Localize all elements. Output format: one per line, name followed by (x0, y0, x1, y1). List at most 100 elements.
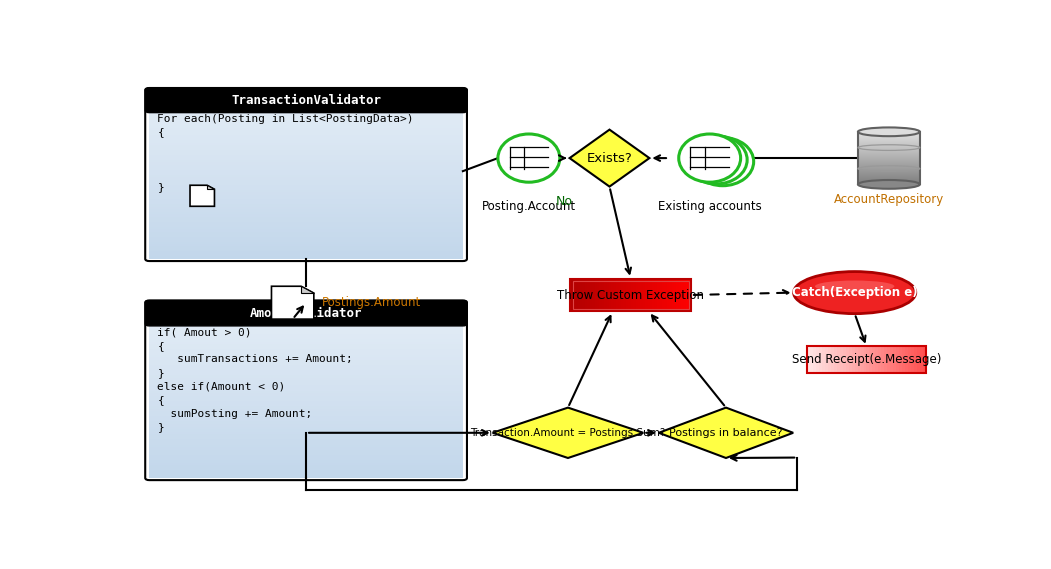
Bar (149, 437, 462, 439)
Bar (149, 147, 462, 150)
Bar (858, 183, 920, 184)
Bar (149, 468, 462, 470)
Bar (149, 403, 462, 406)
Bar (858, 163, 920, 164)
Bar (149, 177, 462, 180)
Bar (149, 150, 462, 152)
Bar (858, 177, 920, 178)
Bar (858, 152, 920, 153)
Ellipse shape (685, 136, 747, 184)
Bar (858, 132, 920, 133)
Bar (858, 135, 920, 136)
Bar (887, 347, 890, 373)
Bar (149, 187, 462, 189)
Bar (149, 224, 462, 226)
Bar (149, 447, 462, 450)
Bar (916, 347, 920, 373)
Bar (149, 368, 462, 370)
Bar (858, 178, 920, 179)
Bar (149, 427, 462, 429)
Bar (149, 125, 462, 128)
Bar (149, 182, 462, 185)
Bar (828, 347, 831, 373)
Bar (149, 110, 462, 113)
Bar (623, 279, 625, 311)
Bar (669, 279, 672, 311)
Bar (149, 172, 462, 175)
Bar (149, 219, 462, 222)
Bar (831, 347, 834, 373)
Bar (834, 347, 837, 373)
Bar (149, 140, 462, 143)
Bar (149, 232, 462, 234)
Bar (807, 347, 810, 373)
Bar (149, 242, 462, 244)
Bar (149, 349, 462, 352)
Text: Posting.Account: Posting.Account (481, 200, 576, 213)
Bar (858, 159, 920, 160)
Bar (149, 373, 462, 375)
Ellipse shape (858, 180, 920, 189)
Bar (899, 347, 902, 373)
Bar (908, 347, 911, 373)
Bar (869, 347, 872, 373)
Bar (858, 139, 920, 140)
Bar (149, 329, 462, 331)
Bar (149, 251, 462, 254)
Bar (911, 347, 913, 373)
Ellipse shape (858, 127, 920, 136)
Bar (650, 279, 653, 311)
Ellipse shape (498, 134, 560, 182)
Bar (149, 473, 462, 475)
Bar (149, 222, 462, 224)
Bar (149, 417, 462, 419)
Bar (619, 279, 621, 311)
Bar (149, 331, 462, 334)
Bar (149, 123, 462, 125)
Bar (149, 424, 462, 427)
Bar (149, 237, 462, 239)
Bar (858, 174, 920, 175)
Bar (149, 217, 462, 219)
Bar (858, 180, 920, 182)
Bar (149, 342, 462, 344)
Bar (861, 347, 864, 373)
Bar (858, 143, 920, 145)
Bar (858, 175, 920, 176)
Bar (817, 347, 819, 373)
Bar (858, 137, 920, 138)
Text: AccountRepository: AccountRepository (833, 193, 944, 206)
Bar (606, 279, 609, 311)
Bar (149, 450, 462, 452)
Bar (890, 347, 893, 373)
Bar (858, 166, 920, 167)
Bar (858, 161, 920, 162)
Bar (628, 279, 631, 311)
Bar (837, 347, 840, 373)
Bar (149, 470, 462, 473)
Bar (879, 347, 881, 373)
Polygon shape (190, 185, 214, 207)
Bar (858, 162, 920, 163)
Bar (858, 138, 920, 139)
Bar (640, 279, 643, 311)
Bar (866, 347, 869, 373)
Bar (849, 347, 851, 373)
Bar (149, 334, 462, 336)
Bar (858, 176, 920, 177)
Bar (858, 171, 920, 172)
Bar (681, 279, 684, 311)
Bar (858, 132, 920, 184)
Bar (645, 279, 647, 311)
Text: Send Receipt(e.Message): Send Receipt(e.Message) (791, 353, 942, 366)
Text: TransactionValidator: TransactionValidator (231, 94, 382, 107)
Bar (149, 229, 462, 232)
Bar (621, 279, 623, 311)
Text: Existing accounts: Existing accounts (658, 200, 762, 213)
Bar (858, 154, 920, 155)
Bar (825, 347, 828, 373)
Bar (858, 146, 920, 147)
Bar (571, 279, 573, 311)
Bar (858, 168, 920, 170)
Bar (810, 347, 813, 373)
